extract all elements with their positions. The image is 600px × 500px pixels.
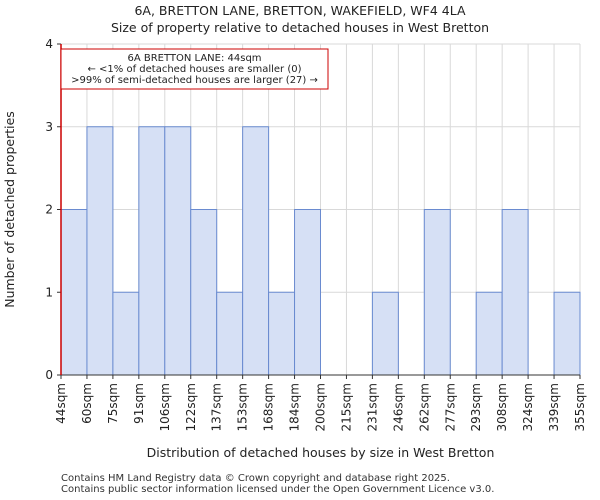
x-tick-label: 44sqm bbox=[54, 383, 68, 424]
y-tick-label: 4 bbox=[45, 37, 53, 51]
histogram-bar bbox=[501, 209, 529, 376]
y-tick-label: 3 bbox=[45, 120, 53, 134]
annotation-line: 6A BRETTON LANE: 44sqm bbox=[127, 53, 261, 64]
y-axis-title: Number of detached properties bbox=[2, 111, 17, 308]
x-tick-label: 277sqm bbox=[443, 383, 457, 431]
x-tick-label: 246sqm bbox=[391, 383, 405, 431]
x-tick-label: 355sqm bbox=[573, 383, 587, 431]
histogram-bar bbox=[475, 291, 503, 376]
histogram-bar bbox=[423, 209, 451, 376]
footer-line-1: Contains HM Land Registry data © Crown c… bbox=[61, 473, 450, 484]
histogram-bar bbox=[268, 291, 296, 376]
x-tick-label: 106sqm bbox=[158, 383, 172, 431]
x-tick-label: 262sqm bbox=[417, 383, 431, 431]
annotation-line: ← <1% of detached houses are smaller (0) bbox=[88, 64, 302, 75]
x-tick-label: 293sqm bbox=[469, 383, 483, 431]
histogram-bar bbox=[86, 126, 114, 376]
x-tick-label: 75sqm bbox=[106, 383, 120, 424]
x-tick-label: 339sqm bbox=[547, 383, 561, 431]
histogram-bar bbox=[112, 291, 140, 376]
y-tick-label: 2 bbox=[45, 203, 53, 217]
histogram-bar bbox=[138, 126, 166, 376]
chart-title: 6A, BRETTON LANE, BRETTON, WAKEFIELD, WF… bbox=[134, 3, 466, 18]
x-tick-label: 137sqm bbox=[210, 383, 224, 431]
x-tick-label: 168sqm bbox=[262, 383, 276, 431]
x-tick-label: 308sqm bbox=[495, 383, 509, 431]
y-tick-label: 1 bbox=[45, 285, 53, 299]
chart-subtitle: Size of property relative to detached ho… bbox=[110, 20, 490, 35]
x-tick-label: 200sqm bbox=[314, 383, 328, 431]
annotation-line: >99% of semi-detached houses are larger … bbox=[71, 75, 318, 86]
x-tick-label: 215sqm bbox=[339, 383, 353, 431]
x-axis-title: Distribution of detached houses by size … bbox=[147, 445, 495, 460]
histogram-bar bbox=[553, 291, 581, 376]
x-tick-label: 122sqm bbox=[184, 383, 198, 431]
x-tick-label: 324sqm bbox=[521, 383, 535, 431]
x-tick-label: 184sqm bbox=[288, 383, 302, 431]
histogram-bar bbox=[242, 126, 270, 376]
x-tick-label: 60sqm bbox=[80, 383, 94, 424]
histogram-bar bbox=[190, 209, 218, 376]
y-tick-label: 0 bbox=[45, 368, 53, 382]
x-tick-label: 91sqm bbox=[132, 383, 146, 424]
annotation-box bbox=[60, 48, 329, 90]
histogram-bar bbox=[164, 126, 192, 376]
histogram-bar bbox=[294, 209, 321, 376]
x-tick-label: 153sqm bbox=[236, 383, 250, 431]
histogram-bar bbox=[371, 291, 399, 376]
x-tick-label: 231sqm bbox=[365, 383, 379, 431]
histogram-bar bbox=[60, 209, 88, 376]
histogram-bar bbox=[216, 291, 244, 376]
footer-line-2: Contains public sector information licen… bbox=[61, 484, 495, 495]
